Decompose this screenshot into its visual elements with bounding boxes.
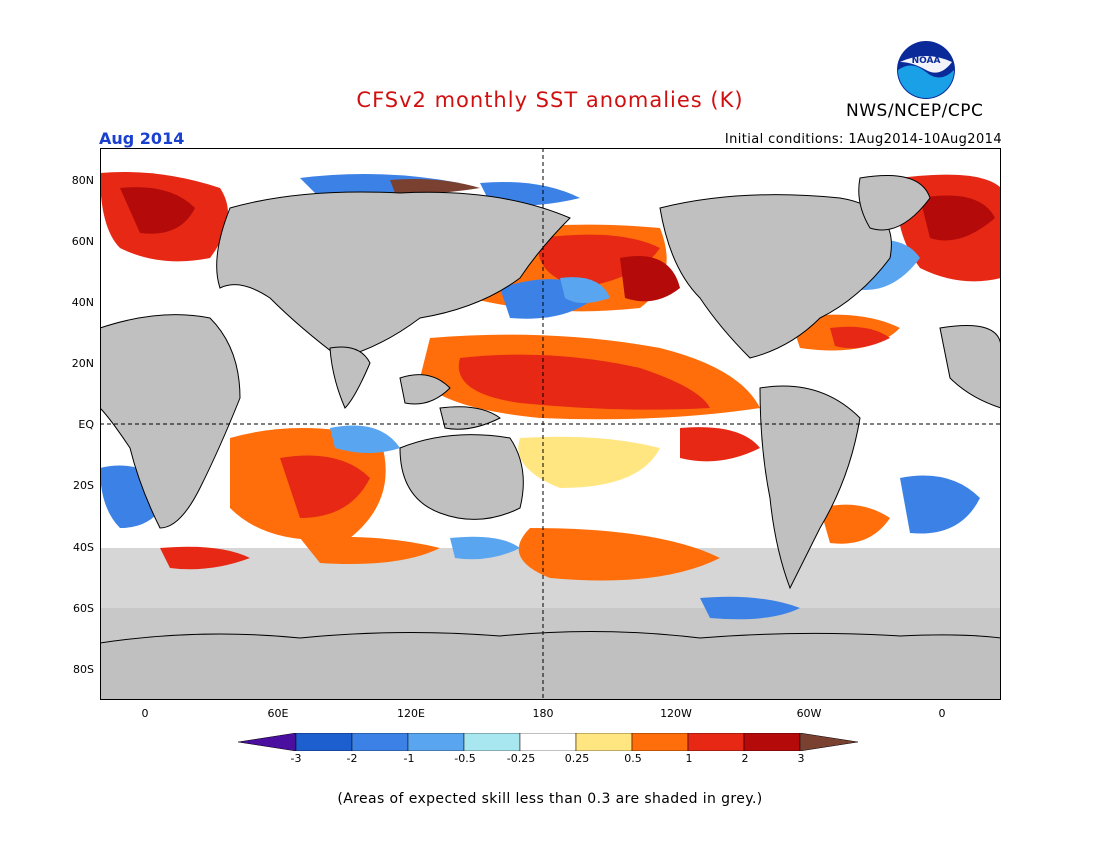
- month-label: Aug 2014: [99, 129, 185, 148]
- sst-anomaly-map: [100, 148, 1001, 700]
- lon-label: 180: [532, 707, 554, 720]
- lon-label: 0: [938, 707, 946, 720]
- lat-label: 80N: [71, 174, 94, 187]
- colorbar-left-triangle: [238, 733, 297, 751]
- lon-label: 0: [141, 707, 149, 720]
- lon-label: 120E: [397, 707, 425, 720]
- colorbar-cell: [687, 733, 745, 751]
- map-title: CFSv2 monthly SST anomalies (K): [356, 88, 744, 112]
- lat-label: 20S: [73, 479, 94, 492]
- colorbar-label: 0.25: [564, 752, 590, 765]
- colorbar: [238, 733, 859, 751]
- land-masses: [100, 175, 1001, 700]
- logo-text: NOAA: [912, 56, 941, 66]
- colorbar-label: -1: [403, 752, 415, 765]
- init-conditions-label: Initial conditions: 1Aug2014-10Aug2014: [724, 132, 1002, 147]
- colorbar-cell: [631, 733, 689, 751]
- org-label: NWS/NCEP/CPC: [846, 101, 984, 121]
- lat-label: 60S: [73, 602, 94, 615]
- lat-label: 80S: [73, 663, 94, 676]
- lat-label: 40N: [71, 296, 94, 309]
- colorbar-label: 3: [797, 752, 805, 765]
- colorbar-cell: [519, 733, 577, 751]
- colorbar-label: 0.5: [624, 752, 642, 765]
- footnote: (Areas of expected skill less than 0.3 a…: [337, 791, 763, 807]
- colorbar-right-triangle: [799, 733, 859, 751]
- map-frame: [100, 148, 1001, 700]
- lat-label: 60N: [71, 235, 94, 248]
- colorbar-cell: [575, 733, 633, 751]
- colorbar-cell: [351, 733, 409, 751]
- colorbar-label: -2: [346, 752, 358, 765]
- colorbar-label: -0.25: [506, 752, 536, 765]
- lat-label: 40S: [73, 541, 94, 554]
- lat-label: EQ: [78, 418, 94, 431]
- colorbar-label: 2: [741, 752, 749, 765]
- colorbar-label: -3: [290, 752, 302, 765]
- colorbar-cell: [295, 733, 353, 751]
- lon-label: 120W: [660, 707, 692, 720]
- lon-label: 60E: [267, 707, 289, 720]
- colorbar-cell: [743, 733, 801, 751]
- colorbar-label: 1: [685, 752, 693, 765]
- lat-label: 20N: [71, 357, 94, 370]
- colorbar-cell: [407, 733, 465, 751]
- lon-label: 60W: [796, 707, 822, 720]
- colorbar-label: -0.5: [454, 752, 476, 765]
- noaa-logo: NOAA: [896, 40, 956, 104]
- colorbar-cell: [463, 733, 521, 751]
